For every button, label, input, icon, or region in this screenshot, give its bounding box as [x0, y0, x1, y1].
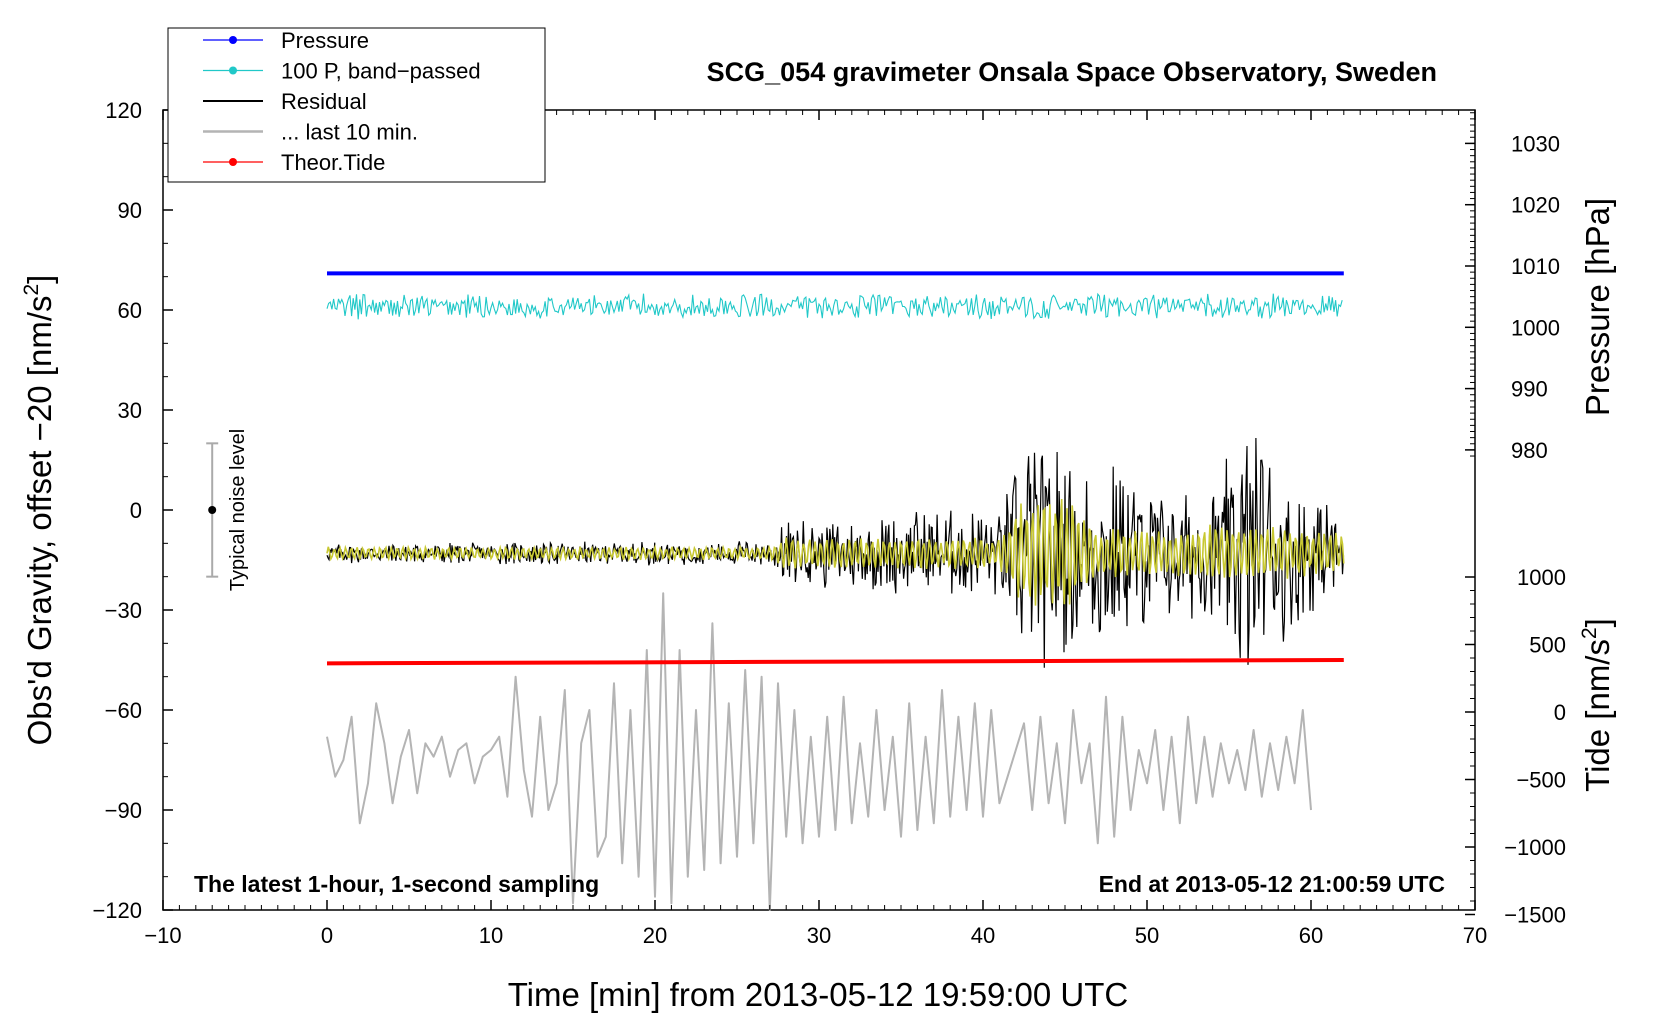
y-left-tick-label: 60 [118, 298, 142, 323]
y-left-tick-label: 30 [118, 398, 142, 423]
legend-marker [229, 66, 237, 75]
x-tick-label: 50 [1135, 923, 1159, 948]
noise-level-bar [206, 442, 219, 578]
series-last-10-min [326, 592, 1312, 911]
y-left-tick-label: −60 [105, 698, 142, 723]
tide-label-end: ] [1579, 618, 1616, 627]
y-left-label-end: ] [21, 275, 58, 284]
legend-label: Theor.Tide [281, 150, 385, 175]
pressure-tick-label: 990 [1511, 377, 1548, 402]
pressure-tick-label: 1000 [1511, 315, 1560, 340]
y-left-label-sup: 2 [20, 284, 43, 296]
y-axis-label-left: Obs'd Gravity, offset −20 [nm/s2] [20, 275, 58, 746]
y-left-label-base: Obs'd Gravity, offset −20 [nm/s [21, 296, 58, 746]
x-tick-label: 0 [321, 923, 333, 948]
annotation-sampling: The latest 1-hour, 1-second sampling [194, 871, 599, 897]
chart-title: SCG_054 gravimeter Onsala Space Observat… [707, 57, 1437, 87]
tide-label-base: Tide [nm/s [1579, 639, 1616, 792]
tide-label-sup: 2 [1578, 627, 1601, 639]
legend-marker [229, 36, 237, 44]
x-tick-label: 10 [479, 923, 503, 948]
x-tick-label: 30 [807, 923, 831, 948]
series-band-passed [326, 292, 1343, 320]
x-tick-label: 40 [971, 923, 995, 948]
y-left-tick-label: 90 [118, 198, 142, 223]
x-tick-label: −10 [144, 923, 181, 948]
series-theor-tide [326, 658, 1344, 666]
series-residual-filtered [326, 498, 1345, 606]
noise-bar-point [208, 506, 217, 514]
tide-tick-label: 1000 [1517, 565, 1566, 590]
tide-tick-label: 0 [1554, 700, 1566, 725]
x-axis-label: Time [min] from 2013-05-12 19:59:00 UTC [508, 976, 1129, 1013]
y-left-tick-label: −90 [105, 798, 142, 823]
pressure-tick-label: 1030 [1511, 131, 1560, 156]
y-axis-label-pressure: Pressure [hPa] [1579, 198, 1616, 416]
noise-level-label: Typical noise level [227, 429, 249, 591]
y-left-tick-label: −30 [105, 598, 142, 623]
x-tick-label: 60 [1299, 923, 1323, 948]
x-tick-label: 20 [643, 923, 667, 948]
tide-tick-label: −1500 [1504, 903, 1566, 928]
x-tick-label: 70 [1463, 923, 1487, 948]
legend-box [167, 27, 546, 183]
tide-tick-label: −1000 [1504, 835, 1566, 860]
tide-tick-label: 500 [1529, 633, 1566, 658]
legend-marker [229, 158, 237, 166]
pressure-tick-label: 980 [1511, 438, 1548, 463]
legend-label: ... last 10 min. [281, 120, 418, 145]
legend-label: Residual [281, 89, 367, 114]
tide-tick-label: −500 [1516, 768, 1566, 793]
y-left-tick-label: 0 [130, 498, 142, 523]
legend: Pressure 100 P, band−passed Residual ... la… [167, 27, 546, 183]
pressure-tick-label: 1010 [1511, 254, 1560, 279]
annotation-end-time: End at 2013-05-12 21:00:59 UTC [1099, 871, 1445, 897]
legend-label: 100 P, band−passed [281, 59, 481, 84]
y-left-tick-label: −120 [92, 898, 142, 923]
y-axis-label-tide: Tide [nm/s2] [1578, 618, 1616, 792]
y-left-tick-label: 120 [105, 98, 142, 123]
pressure-tick-label: 1020 [1511, 193, 1560, 218]
legend-label: Pressure [281, 28, 369, 53]
